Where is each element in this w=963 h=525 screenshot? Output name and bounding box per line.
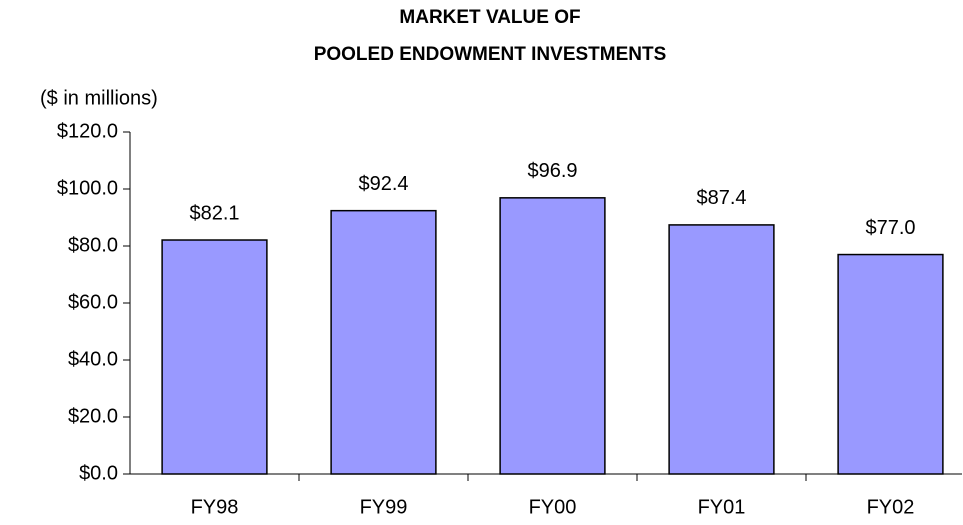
y-tick-label: $0.0 [79, 462, 118, 484]
y-tick-label: $20.0 [68, 405, 118, 427]
y-tick-label: $100.0 [57, 177, 118, 199]
value-label: $92.4 [358, 173, 408, 195]
x-tick-label: FY99 [360, 496, 408, 518]
y-tick-label: $120.0 [57, 120, 118, 142]
value-label: $82.1 [189, 202, 239, 224]
bar [668, 224, 775, 475]
x-tick-label: FY02 [867, 496, 915, 518]
y-tick-label: $80.0 [68, 234, 118, 256]
chart-title: MARKET VALUE OF [399, 7, 580, 28]
bar [330, 209, 437, 475]
bar [499, 197, 606, 475]
chart-title: POOLED ENDOWMENT INVESTMENTS [314, 44, 667, 65]
x-tick-label: FY98 [191, 496, 239, 518]
bar [161, 239, 268, 475]
value-label: $77.0 [865, 217, 915, 239]
value-label: $87.4 [696, 187, 746, 209]
y-tick-label: $40.0 [68, 348, 118, 370]
y-axis-label: ($ in millions) [40, 87, 158, 109]
x-tick-label: FY00 [529, 496, 577, 518]
bar [837, 253, 944, 475]
value-label: $96.9 [527, 160, 577, 182]
y-tick-label: $60.0 [68, 291, 118, 313]
x-tick-label: FY01 [698, 496, 746, 518]
